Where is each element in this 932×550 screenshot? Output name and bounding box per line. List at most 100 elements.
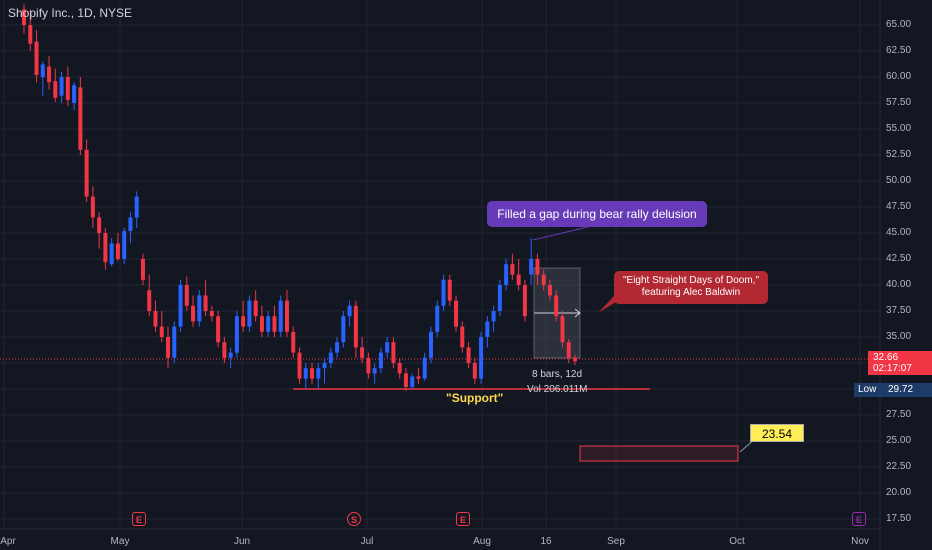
candle-body[interactable] [40,64,45,77]
candle-body[interactable] [109,243,114,265]
candle-body[interactable] [428,331,433,358]
candle-body[interactable] [504,264,509,285]
candle-body[interactable] [397,363,402,374]
candles-group[interactable] [22,4,577,392]
candle-body[interactable] [209,311,214,317]
candle-body[interactable] [485,321,490,337]
split-event-icon[interactable]: S [347,512,361,526]
candle-body[interactable] [34,41,39,75]
candle-body[interactable] [284,300,289,332]
candle-body[interactable] [128,217,133,231]
candle-body[interactable] [310,368,315,379]
purple-callout[interactable]: Filled a gap during bear rally delusion [487,201,707,227]
candle-body[interactable] [59,77,64,96]
upcoming-earnings-event-icon[interactable]: E [852,512,866,526]
candle-body[interactable] [366,357,371,374]
candle-body[interactable] [28,25,33,44]
candle-body[interactable] [322,363,327,369]
candle-body[interactable] [178,285,183,327]
candle-body[interactable] [441,279,446,306]
candle-body[interactable] [510,264,515,275]
candle-body[interactable] [266,316,271,332]
candle-body[interactable] [159,326,164,337]
candle-body[interactable] [541,274,546,285]
candle-body[interactable] [360,347,365,358]
candle-body[interactable] [303,368,308,379]
candle-body[interactable] [140,259,145,280]
candle-body[interactable] [216,316,221,343]
candle-body[interactable] [554,295,559,317]
candle-body[interactable] [134,196,139,218]
candle-body[interactable] [372,368,377,374]
earnings-event-icon[interactable]: E [456,512,470,526]
candle-body[interactable] [573,357,577,362]
candle-body[interactable] [566,342,571,358]
candle-body[interactable] [259,316,264,332]
candle-body[interactable] [203,295,208,311]
candle-body[interactable] [491,311,496,322]
candle-body[interactable] [347,305,352,317]
candle-body[interactable] [241,316,246,327]
candle-body[interactable] [328,352,333,363]
candle-body[interactable] [172,326,177,358]
candle-body[interactable] [22,9,26,25]
candle-body[interactable] [403,373,408,387]
candle-body[interactable] [378,352,383,369]
candle-body[interactable] [278,300,283,332]
candle-body[interactable] [529,259,534,275]
candle-body[interactable] [153,311,158,327]
candle-body[interactable] [191,305,196,322]
candle-body[interactable] [72,85,77,103]
candle-body[interactable] [184,285,189,306]
candle-body[interactable] [90,196,95,218]
candle-body[interactable] [560,316,565,343]
support-label[interactable]: "Support" [446,391,504,405]
candle-body[interactable] [84,149,89,197]
price-label-tag[interactable]: 23.54 [750,424,804,442]
candle-body[interactable] [103,233,108,263]
candle-body[interactable] [228,352,233,358]
candle-body[interactable] [297,352,302,379]
candle-body[interactable] [122,230,127,259]
candle-body[interactable] [166,337,171,358]
candle-body[interactable] [247,300,252,327]
candle-body[interactable] [422,357,427,379]
candle-body[interactable] [78,87,83,150]
candle-body[interactable] [335,342,340,353]
candle-body[interactable] [272,316,277,332]
candle-body[interactable] [222,342,227,358]
candle-body[interactable] [454,300,459,327]
red-callout[interactable]: "Eight Straight Days of Doom," featuring… [614,271,768,304]
candle-body[interactable] [97,217,102,233]
candle-body[interactable] [472,363,477,379]
candle-body[interactable] [460,326,465,348]
candle-body[interactable] [447,279,452,301]
candle-body[interactable] [516,274,521,285]
candle-body[interactable] [435,305,440,332]
candle-body[interactable] [522,285,527,317]
candle-body[interactable] [341,316,346,343]
candle-body[interactable] [115,243,120,259]
candle-body[interactable] [416,376,421,379]
candle-body[interactable] [385,342,390,353]
candle-body[interactable] [410,376,415,387]
candle-body[interactable] [47,66,52,83]
candle-body[interactable] [253,300,258,317]
candle-body[interactable] [65,77,70,100]
candle-body[interactable] [391,342,396,363]
target-zone-rect[interactable] [579,445,739,462]
earnings-event-icon[interactable]: E [132,512,146,526]
candle-body[interactable] [353,305,358,348]
candle-body[interactable] [535,259,540,275]
candle-body[interactable] [316,368,321,379]
candle-body[interactable] [147,290,152,311]
candle-body[interactable] [497,285,502,311]
candle-body[interactable] [466,347,471,363]
candle-body[interactable] [479,337,484,379]
candle-body[interactable] [53,81,58,98]
candle-body[interactable] [547,285,552,296]
candle-body[interactable] [197,295,202,322]
candle-body[interactable] [291,331,296,353]
candle-body[interactable] [234,316,239,353]
